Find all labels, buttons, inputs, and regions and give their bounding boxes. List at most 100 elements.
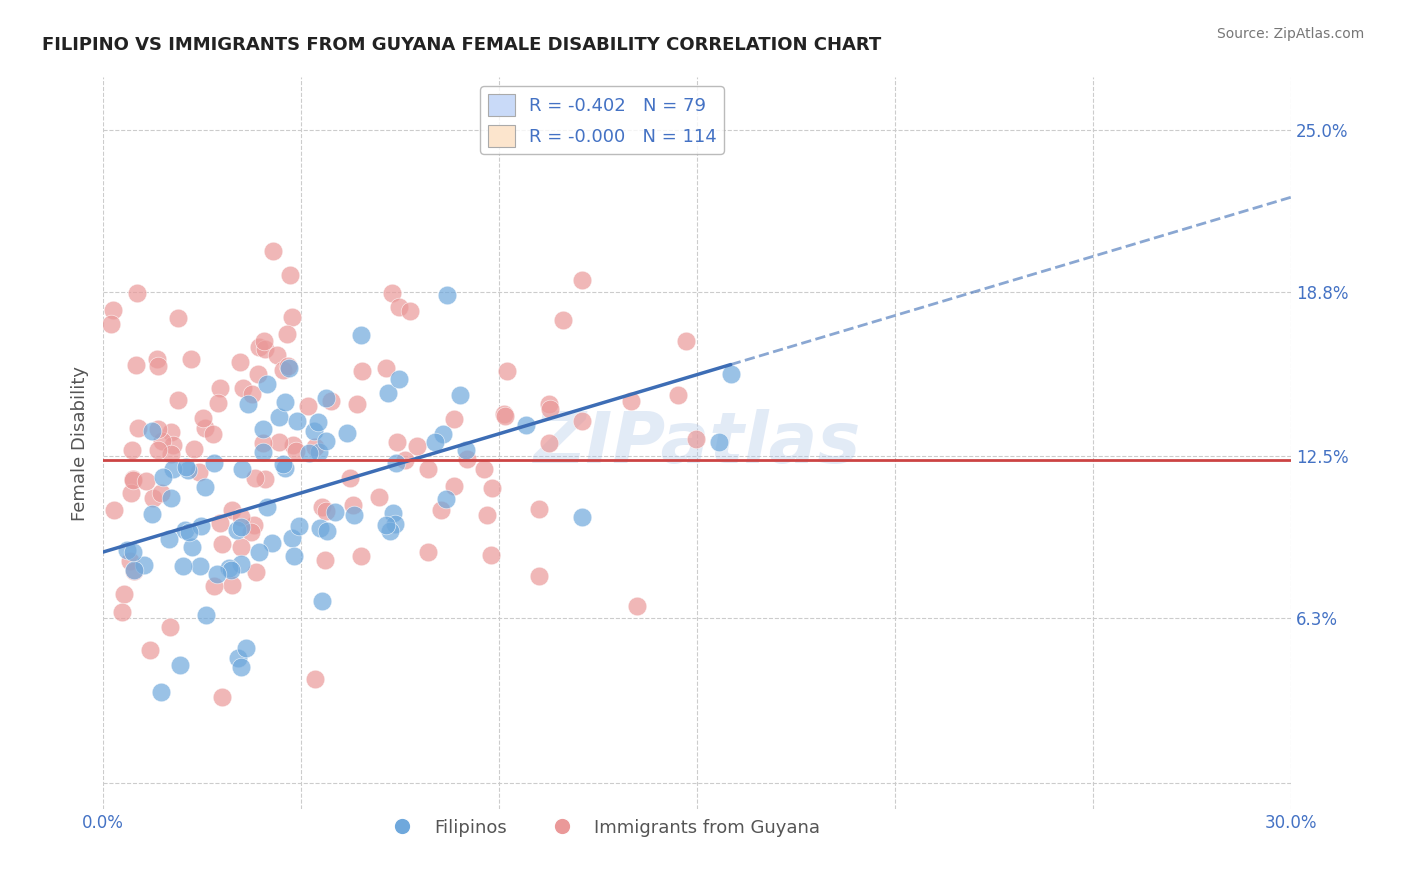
- Point: [159, 491, 181, 505]
- Point: [229, 509, 252, 524]
- Point: [339, 471, 361, 485]
- Point: [167, 310, 190, 325]
- Point: [240, 386, 263, 401]
- Point: [271, 457, 294, 471]
- Point: [112, 587, 135, 601]
- Point: [429, 503, 451, 517]
- Point: [378, 524, 401, 538]
- Point: [253, 343, 276, 357]
- Point: [492, 407, 515, 421]
- Point: [159, 620, 181, 634]
- Point: [315, 504, 337, 518]
- Point: [675, 334, 697, 349]
- Point: [122, 544, 145, 558]
- Point: [207, 396, 229, 410]
- Point: [193, 411, 215, 425]
- Point: [350, 327, 373, 342]
- Point: [456, 451, 478, 466]
- Point: [388, 301, 411, 315]
- Point: [208, 380, 231, 394]
- Point: [256, 500, 278, 515]
- Point: [121, 473, 143, 487]
- Point: [138, 643, 160, 657]
- Point: [418, 545, 440, 559]
- Point: [150, 486, 173, 500]
- Point: [188, 465, 211, 479]
- Point: [243, 470, 266, 484]
- Point: [252, 444, 274, 458]
- Point: [221, 577, 243, 591]
- Point: [141, 507, 163, 521]
- Point: [247, 340, 270, 354]
- Point: [232, 381, 254, 395]
- Point: [229, 660, 252, 674]
- Point: [398, 304, 420, 318]
- Point: [384, 516, 406, 531]
- Point: [720, 368, 742, 382]
- Point: [377, 386, 399, 401]
- Point: [245, 565, 267, 579]
- Point: [529, 501, 551, 516]
- Point: [173, 523, 195, 537]
- Point: [150, 434, 173, 449]
- Point: [385, 435, 408, 450]
- Point: [160, 448, 183, 462]
- Point: [381, 286, 404, 301]
- Point: [202, 456, 225, 470]
- Point: [127, 286, 149, 301]
- Point: [350, 549, 373, 563]
- Point: [443, 411, 465, 425]
- Point: [494, 409, 516, 423]
- Point: [553, 313, 575, 327]
- Point: [211, 690, 233, 704]
- Point: [449, 388, 471, 402]
- Point: [571, 414, 593, 428]
- Point: [298, 446, 321, 460]
- Point: [226, 523, 249, 537]
- Point: [120, 485, 142, 500]
- Point: [146, 351, 169, 366]
- Point: [201, 427, 224, 442]
- Point: [240, 524, 263, 539]
- Point: [374, 361, 396, 376]
- Point: [118, 554, 141, 568]
- Point: [436, 287, 458, 301]
- Point: [256, 377, 278, 392]
- Point: [443, 479, 465, 493]
- Point: [423, 434, 446, 449]
- Point: [169, 658, 191, 673]
- Point: [229, 520, 252, 534]
- Point: [538, 397, 561, 411]
- Point: [375, 518, 398, 533]
- Point: [236, 397, 259, 411]
- Point: [475, 508, 498, 522]
- Point: [266, 347, 288, 361]
- Point: [103, 503, 125, 517]
- Point: [472, 462, 495, 476]
- Point: [188, 558, 211, 573]
- Point: [150, 685, 173, 699]
- Point: [342, 498, 364, 512]
- Point: [194, 608, 217, 623]
- Point: [307, 415, 329, 429]
- Point: [176, 459, 198, 474]
- Point: [385, 456, 408, 470]
- Point: [211, 537, 233, 551]
- Point: [132, 558, 155, 572]
- Point: [202, 579, 225, 593]
- Point: [100, 317, 122, 331]
- Point: [281, 310, 304, 325]
- Point: [228, 355, 250, 369]
- Point: [246, 367, 269, 381]
- Point: [226, 650, 249, 665]
- Point: [346, 397, 368, 411]
- Point: [285, 444, 308, 458]
- Point: [167, 393, 190, 408]
- Point: [620, 394, 643, 409]
- Point: [247, 545, 270, 559]
- Point: [122, 563, 145, 577]
- Point: [208, 516, 231, 530]
- Point: [274, 395, 297, 409]
- Point: [231, 462, 253, 476]
- Point: [242, 517, 264, 532]
